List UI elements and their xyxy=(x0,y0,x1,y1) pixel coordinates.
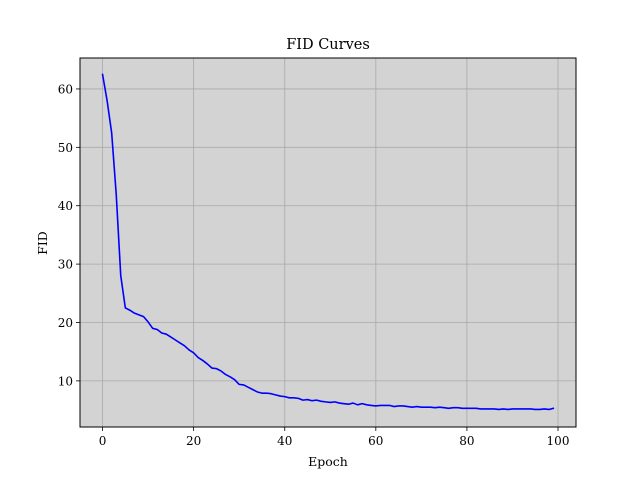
plot-area xyxy=(80,58,576,427)
x-tick-label: 40 xyxy=(277,434,292,448)
y-axis-ticks: 10 20 30 40 50 60 xyxy=(58,82,80,388)
y-tick-label: 40 xyxy=(58,199,73,213)
plot-frame xyxy=(79,57,577,428)
x-tick-label: 60 xyxy=(368,434,383,448)
x-tick-label: 100 xyxy=(547,434,570,448)
x-tick-label: 80 xyxy=(459,434,474,448)
series-layer xyxy=(101,73,555,411)
y-tick-label: 30 xyxy=(58,258,73,272)
x-axis-label: Epoch xyxy=(308,454,348,469)
fid-series-line xyxy=(101,73,555,411)
x-axis-ticks: 0 20 40 60 80 100 xyxy=(99,427,570,448)
y-tick-label: 20 xyxy=(58,316,73,330)
chart-title: FID Curves xyxy=(286,37,370,53)
y-tick-label: 60 xyxy=(58,82,73,96)
y-axis-label: FID xyxy=(35,231,50,255)
x-tick-label: 0 xyxy=(99,434,107,448)
y-tick-label: 50 xyxy=(58,141,73,155)
grid-lines xyxy=(80,58,576,427)
x-tick-label: 20 xyxy=(186,434,201,448)
y-tick-label: 10 xyxy=(58,374,73,388)
